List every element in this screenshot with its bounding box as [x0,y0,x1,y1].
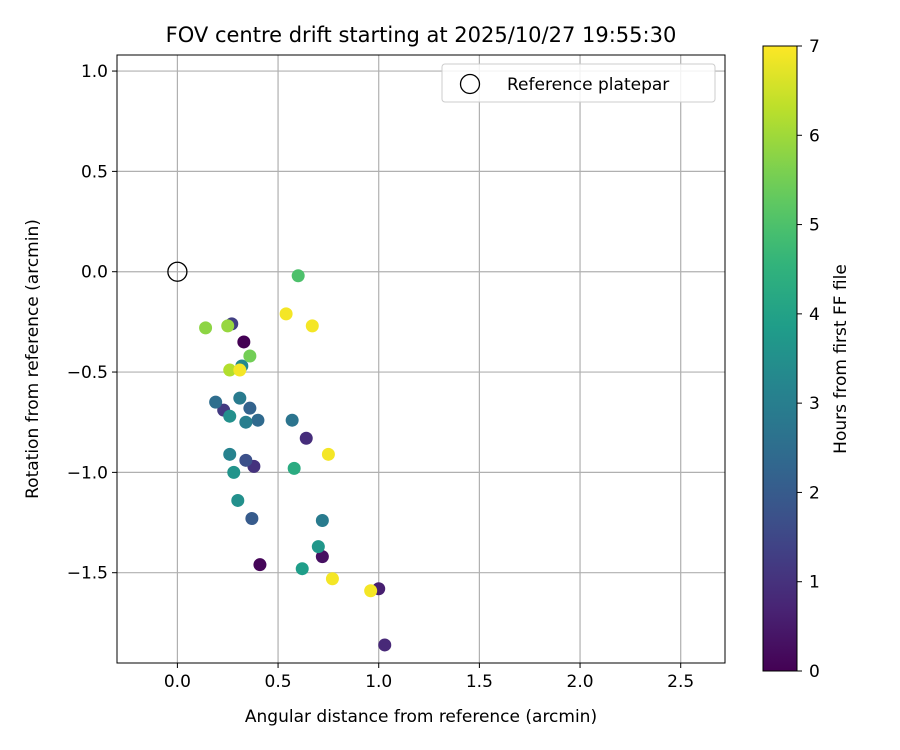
data-point [233,363,247,377]
data-point [223,409,237,423]
data-point [295,562,309,576]
data-point [378,638,392,652]
colorbar: 0 1 2 3 4 5 6 7 Hours from first FF file [762,37,851,682]
data-point [227,465,241,479]
data-point [231,493,245,507]
colorbar-tick-label: 5 [809,216,820,236]
colorbar-ticks: 0 1 2 3 4 5 6 7 [797,37,820,682]
colorbar-tick-label: 6 [809,126,820,146]
y-tick-label: −1.0 [67,463,108,483]
colorbar-label: Hours from first FF file [831,264,851,454]
data-point [279,307,293,321]
y-axis-label: Rotation from reference (arcmin) [23,219,43,499]
y-tick-label: 0.5 [81,162,108,182]
data-point [321,447,335,461]
colorbar-gradient [763,46,797,671]
x-tick-label: 2.0 [567,672,594,692]
plot-frame [116,54,726,664]
x-axis-label: Angular distance from reference (arcmin) [245,707,597,727]
colorbar-tick-label: 2 [809,483,820,503]
legend-entry-label: Reference platepar [507,75,669,95]
data-point [287,461,301,475]
colorbar-tick-label: 1 [809,573,820,593]
y-tick-label: −1.5 [67,564,108,584]
colorbar-tick-label: 7 [809,37,820,57]
x-tick-label: 2.5 [667,672,694,692]
data-point [311,540,325,554]
y-tick-label: 1.0 [81,62,108,82]
data-point [315,514,329,528]
data-point [251,413,265,427]
y-tick-label: 0.0 [81,263,108,283]
x-axis: 0.0 0.5 1.0 1.5 2.0 2.5 [164,663,694,692]
colorbar-tick-label: 0 [809,662,820,682]
data-point [299,431,313,445]
data-point [315,550,329,564]
points-layer [167,261,392,652]
x-tick-label: 1.5 [466,672,493,692]
data-point [253,558,267,572]
legend-marker-icon [459,73,481,95]
data-point [285,413,299,427]
x-tick-label: 1.0 [365,672,392,692]
data-point [199,321,213,335]
y-tick-label: −0.5 [67,363,108,383]
data-point [221,319,235,333]
data-point [239,453,253,467]
data-point [364,584,378,598]
colorbar-tick-label: 4 [809,305,820,325]
data-point [239,415,253,429]
x-tick-label: 0.5 [265,672,292,692]
legend-box [441,63,716,103]
y-axis: 1.0 0.5 0.0 −0.5 −1.0 −1.5 [67,62,117,584]
data-point [209,395,223,409]
data-point [237,335,251,349]
data-point [223,363,237,377]
data-point [325,572,339,586]
data-point [243,401,257,415]
colorbar-tick-label: 3 [809,394,820,414]
grid-layer [117,55,725,663]
chart-title: FOV centre drift starting at 2025/10/27 … [166,23,677,47]
data-point [223,447,237,461]
data-point [305,319,319,333]
data-point [233,391,247,405]
data-point [291,269,305,283]
reference-point-marker [167,261,188,282]
data-point [243,349,257,363]
legend: Reference platepar [441,63,716,103]
x-tick-label: 0.0 [164,672,191,692]
data-point [245,512,259,526]
colorbar-frame [762,45,798,672]
